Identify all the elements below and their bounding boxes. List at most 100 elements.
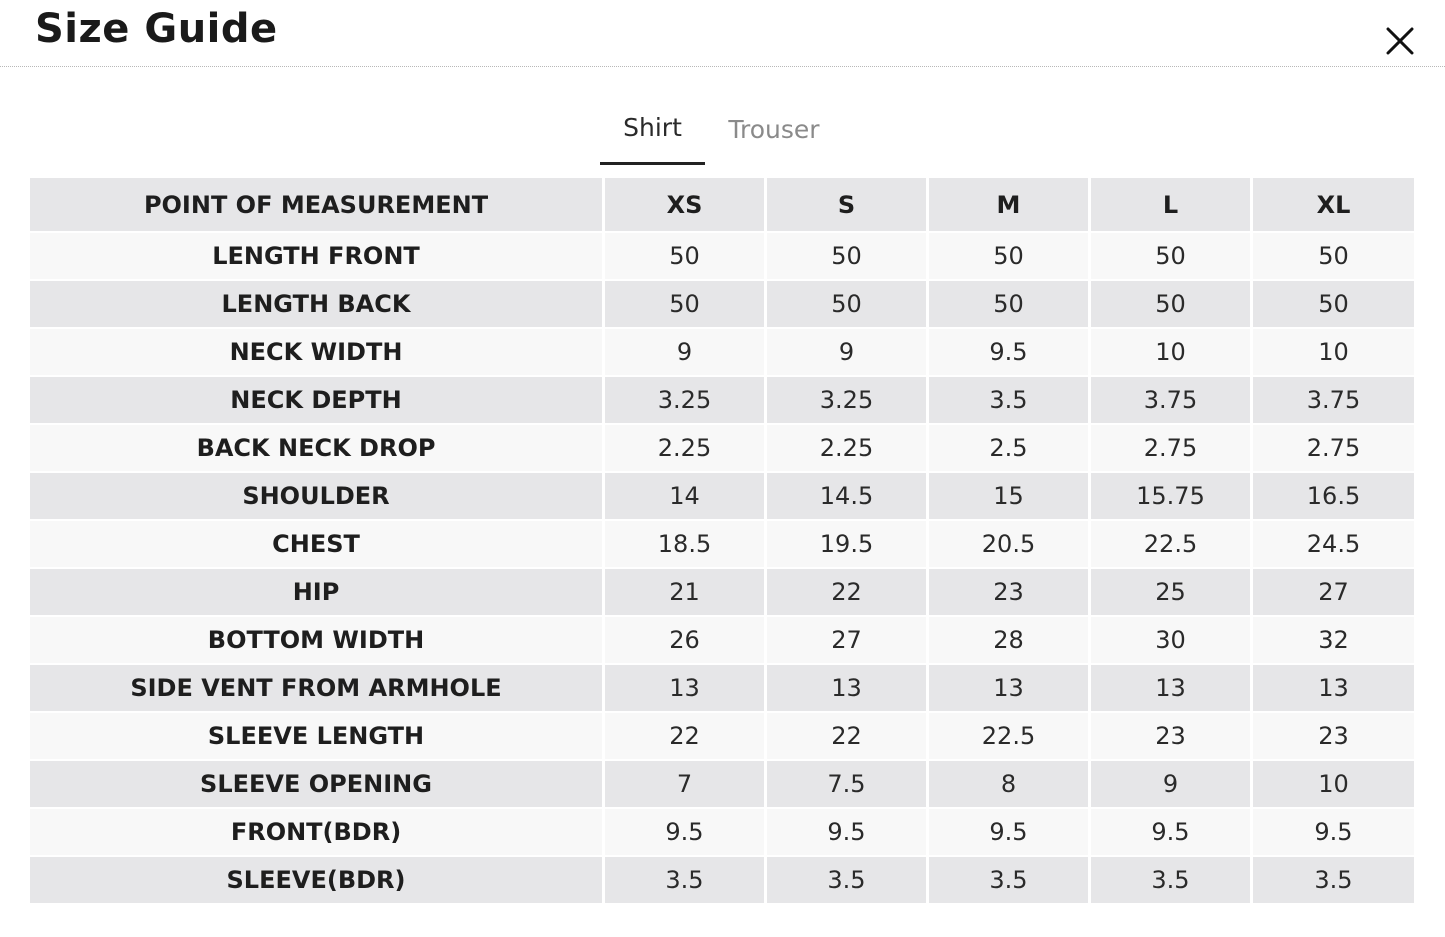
measurement-value: 23: [929, 569, 1091, 617]
measurement-value: 22: [605, 713, 767, 761]
measurement-value: 50: [767, 281, 929, 329]
table-row: SLEEVE(BDR) 3.5 3.5 3.5 3.5 3.5: [30, 857, 1414, 905]
measurement-label: SLEEVE OPENING: [30, 761, 605, 809]
column-header-size: L: [1091, 178, 1253, 233]
tab-shirt[interactable]: Shirt: [623, 113, 682, 142]
measurement-value: 23: [1091, 713, 1253, 761]
tab-trouser[interactable]: Trouser: [728, 115, 820, 144]
modal-header: Size Guide: [0, 0, 1445, 67]
measurement-label: SLEEVE(BDR): [30, 857, 605, 905]
measurement-value: 13: [1253, 665, 1414, 713]
close-button[interactable]: [1383, 24, 1417, 58]
measurement-value: 3.25: [605, 377, 767, 425]
measurement-value: 9.5: [605, 809, 767, 857]
measurement-value: 20.5: [929, 521, 1091, 569]
measurement-value: 22.5: [1091, 521, 1253, 569]
column-header-size: XS: [605, 178, 767, 233]
measurement-value: 25: [1091, 569, 1253, 617]
measurement-value: 18.5: [605, 521, 767, 569]
measurement-value: 24.5: [1253, 521, 1414, 569]
measurement-value: 9: [1091, 761, 1253, 809]
measurement-value: 9.5: [767, 809, 929, 857]
measurement-value: 10: [1253, 329, 1414, 377]
measurement-value: 13: [767, 665, 929, 713]
measurement-value: 30: [1091, 617, 1253, 665]
measurement-value: 2.25: [605, 425, 767, 473]
measurement-value: 50: [605, 233, 767, 281]
measurement-label: HIP: [30, 569, 605, 617]
close-icon: [1386, 27, 1414, 55]
measurement-value: 3.75: [1253, 377, 1414, 425]
measurement-label: NECK WIDTH: [30, 329, 605, 377]
column-header-size: XL: [1253, 178, 1414, 233]
measurement-value: 10: [1253, 761, 1414, 809]
column-header-size: S: [767, 178, 929, 233]
measurement-value: 21: [605, 569, 767, 617]
measurement-label: BACK NECK DROP: [30, 425, 605, 473]
active-tab-indicator: [600, 162, 705, 165]
table-row: SLEEVE OPENING 7 7.5 8 9 10: [30, 761, 1414, 809]
measurement-value: 26: [605, 617, 767, 665]
measurement-value: 13: [605, 665, 767, 713]
measurement-value: 22: [767, 569, 929, 617]
measurement-value: 50: [605, 281, 767, 329]
table-row: CHEST 18.5 19.5 20.5 22.5 24.5: [30, 521, 1414, 569]
measurement-value: 8: [929, 761, 1091, 809]
table-row: BOTTOM WIDTH 26 27 28 30 32: [30, 617, 1414, 665]
measurement-label: FRONT(BDR): [30, 809, 605, 857]
measurement-value: 3.5: [929, 857, 1091, 905]
tab-bar: Shirt Trouser: [0, 100, 1445, 170]
column-header-measurement: POINT OF MEASUREMENT: [30, 178, 605, 233]
table-row: HIP 21 22 23 25 27: [30, 569, 1414, 617]
measurement-value: 27: [767, 617, 929, 665]
measurement-value: 7.5: [767, 761, 929, 809]
measurement-label: LENGTH BACK: [30, 281, 605, 329]
measurement-value: 50: [929, 281, 1091, 329]
measurement-value: 22.5: [929, 713, 1091, 761]
measurement-value: 13: [1091, 665, 1253, 713]
measurement-value: 9.5: [929, 809, 1091, 857]
measurement-value: 7: [605, 761, 767, 809]
table-row: SHOULDER 14 14.5 15 15.75 16.5: [30, 473, 1414, 521]
measurement-value: 10: [1091, 329, 1253, 377]
measurement-label: SHOULDER: [30, 473, 605, 521]
measurement-label: NECK DEPTH: [30, 377, 605, 425]
table-body: LENGTH FRONT 50 50 50 50 50 LENGTH BACK 50 50 50 5…: [30, 233, 1414, 905]
measurement-value: 15.75: [1091, 473, 1253, 521]
measurement-value: 14.5: [767, 473, 929, 521]
measurement-value: 50: [1091, 281, 1253, 329]
table-row: BACK NECK DROP 2.25 2.25 2.5 2.75 2.75: [30, 425, 1414, 473]
measurement-label: SLEEVE LENGTH: [30, 713, 605, 761]
measurement-value: 3.5: [1091, 857, 1253, 905]
modal-title: Size Guide: [35, 6, 278, 52]
measurement-label: BOTTOM WIDTH: [30, 617, 605, 665]
measurement-value: 50: [929, 233, 1091, 281]
table-header-row: POINT OF MEASUREMENT XS S M L XL: [30, 178, 1414, 233]
table-row: NECK DEPTH 3.25 3.25 3.5 3.75 3.75: [30, 377, 1414, 425]
measurement-value: 22: [767, 713, 929, 761]
column-header-size: M: [929, 178, 1091, 233]
measurement-value: 15: [929, 473, 1091, 521]
measurement-value: 9: [767, 329, 929, 377]
measurement-value: 50: [1253, 281, 1414, 329]
measurement-value: 50: [1091, 233, 1253, 281]
measurement-value: 3.75: [1091, 377, 1253, 425]
measurement-value: 2.75: [1253, 425, 1414, 473]
measurement-value: 2.5: [929, 425, 1091, 473]
measurement-value: 19.5: [767, 521, 929, 569]
measurement-value: 50: [767, 233, 929, 281]
measurement-value: 3.5: [605, 857, 767, 905]
table-row: FRONT(BDR) 9.5 9.5 9.5 9.5 9.5: [30, 809, 1414, 857]
table-row: LENGTH FRONT 50 50 50 50 50: [30, 233, 1414, 281]
table-row: LENGTH BACK 50 50 50 50 50: [30, 281, 1414, 329]
measurement-value: 28: [929, 617, 1091, 665]
measurement-value: 32: [1253, 617, 1414, 665]
measurement-value: 50: [1253, 233, 1414, 281]
measurement-value: 3.5: [1253, 857, 1414, 905]
measurement-value: 9.5: [929, 329, 1091, 377]
measurement-value: 16.5: [1253, 473, 1414, 521]
measurement-value: 2.25: [767, 425, 929, 473]
measurement-value: 14: [605, 473, 767, 521]
measurement-value: 9: [605, 329, 767, 377]
